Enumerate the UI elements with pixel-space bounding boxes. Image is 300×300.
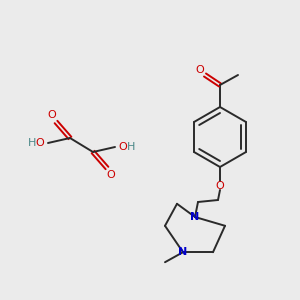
- Text: O: O: [106, 170, 116, 180]
- Text: O: O: [36, 138, 44, 148]
- Text: O: O: [48, 110, 56, 120]
- Text: O: O: [196, 65, 204, 75]
- Text: O: O: [216, 181, 224, 191]
- Text: N: N: [190, 212, 200, 222]
- Text: N: N: [178, 247, 188, 257]
- Text: O: O: [118, 142, 127, 152]
- Text: H: H: [127, 142, 135, 152]
- Text: H: H: [28, 138, 36, 148]
